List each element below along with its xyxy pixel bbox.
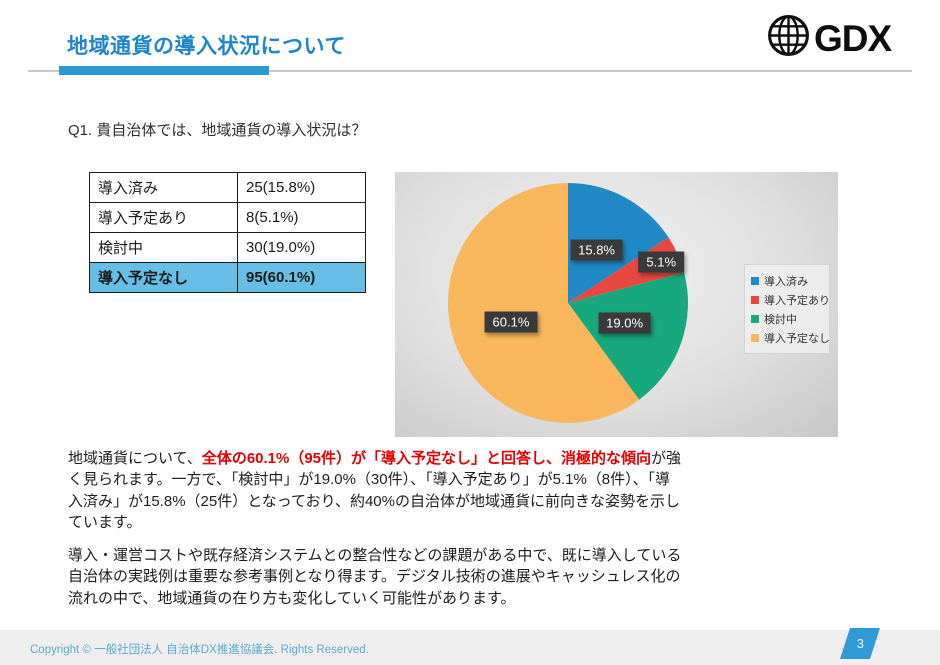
pie-slice-3 — [448, 183, 640, 423]
summary-table: 導入済み 25(15.8%) 導入予定あり 8(5.1%) 検討中 30(19.0%) 導入… — [89, 172, 366, 293]
table-row: 検討中 30(19.0%) — [89, 232, 366, 263]
question-text: Q1. 貴自治体では、地域通貨の導入状況は？ — [68, 122, 367, 139]
legend-item: 導入済み — [751, 271, 823, 290]
table-row: 導入予定なし 95(60.1%) — [89, 262, 366, 293]
legend-swatch-icon — [751, 314, 759, 323]
copyright-text: Copyright © 一般社団法人 自治体DX推進協議会. Rights Re… — [30, 644, 369, 656]
legend-item: 導入予定なし — [751, 328, 830, 347]
summary-table-body: 導入済み 25(15.8%) 導入予定あり 8(5.1%) 検討中 30(19.0%) 導入… — [89, 172, 366, 293]
table-row: 導入予定あり 8(5.1%) — [89, 202, 366, 233]
page-number: 3 — [856, 636, 864, 651]
body-text: 地域通貨について、 — [68, 450, 202, 467]
value-cell: 30(19.0%) — [237, 232, 366, 263]
legend-label: 導入予定あり — [764, 294, 830, 307]
title-accent-bar — [59, 66, 269, 75]
chart-legend: 導入済み導入予定あり 検討中導入予定なし — [744, 264, 830, 354]
pie-label-chip: 60.1% — [484, 311, 538, 333]
category-cell: 導入予定なし — [89, 262, 238, 293]
legend-swatch-icon — [751, 295, 759, 304]
legend-label: 導入予定なし — [764, 332, 830, 345]
category-cell: 導入予定あり — [89, 202, 238, 233]
chart-area: 15.8% 5.1% 19.0% 60.1% 導入済み導入予定あり 検討中導入予定なし — [395, 172, 838, 437]
body-text: 導入・運営コストや既存経済システムとの整合性などの課題がある中で、既に導入してい… — [68, 547, 682, 607]
legend-swatch-icon — [751, 276, 759, 285]
value-cell: 25(15.8%) — [237, 172, 366, 203]
footer-strip — [0, 630, 940, 665]
legend-item: 検討中 — [751, 309, 823, 328]
analysis-paragraph-1: 地域通貨について、全体の60.1%（95件）が「導入予定なし」と回答し、消極的な… — [68, 448, 682, 533]
page-title: 地域通貨の導入状況について — [67, 35, 346, 58]
title-rule — [28, 70, 912, 72]
emphasis-text: 全体の60.1%（95件）が「導入予定なし」と回答し、消極的な傾向 — [201, 450, 652, 467]
table-row: 導入済み 25(15.8%) — [89, 172, 366, 203]
legend-label: 導入済み — [764, 275, 808, 288]
pie-slice-2 — [568, 272, 688, 400]
gdx-logo: GDX — [766, 13, 892, 63]
legend-swatch-icon — [751, 333, 759, 342]
legend-item: 導入予定あり — [751, 290, 830, 309]
body-text: が強く見られます。一方で、「検討中」が19.0%（30件）、「導入予定あり」が5… — [68, 450, 682, 531]
value-cell: 95(60.1%) — [237, 262, 366, 293]
value-cell: 8(5.1%) — [237, 202, 366, 233]
globe-icon — [766, 13, 811, 63]
legend-label: 検討中 — [764, 313, 797, 326]
analysis-paragraph-2: 導入・運営コストや既存経済システムとの整合性などの課題がある中で、既に導入してい… — [68, 545, 682, 609]
category-cell: 導入済み — [89, 172, 238, 203]
pie-label-chip: 5.1% — [638, 251, 685, 273]
pie-label-chip: 15.8% — [570, 239, 623, 261]
category-cell: 検討中 — [89, 232, 238, 263]
logo-text: GDX — [814, 17, 892, 59]
pie-label-chip: 19.0% — [598, 312, 652, 334]
